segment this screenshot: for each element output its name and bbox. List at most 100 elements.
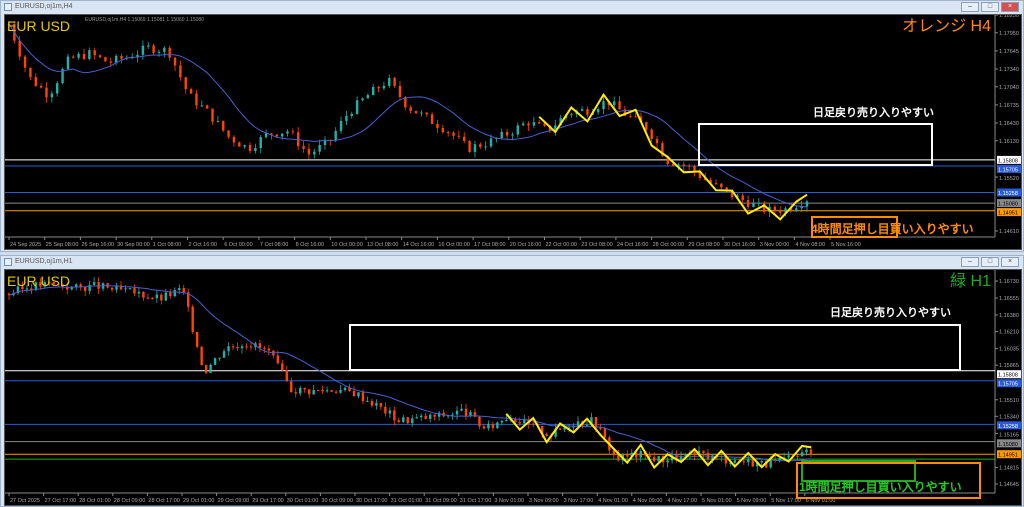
candle-body <box>657 456 660 462</box>
resistance-zone-box[interactable] <box>698 123 933 166</box>
candle-body <box>236 347 239 349</box>
candle-body <box>169 292 172 297</box>
candle-body <box>545 433 548 436</box>
window-titlebar[interactable]: EURUSD,oj1m,H1 – □ × <box>1 256 1023 268</box>
zigzag-line[interactable] <box>505 413 812 470</box>
time-tick-label: 27 Oct 2025 <box>10 498 40 504</box>
time-tick-label: 6 Nov 01:00 <box>806 498 836 504</box>
candle-body <box>433 414 436 417</box>
candle-body <box>155 294 159 299</box>
time-tick-label: 24 Sep 2025 <box>10 242 41 248</box>
minimize-button[interactable]: – <box>961 257 979 267</box>
time-tick-label: 30 Oct 09:00 <box>321 498 353 504</box>
candle-body <box>307 389 311 395</box>
price-tick-label: 1.15165 <box>999 432 1019 438</box>
candle-body <box>796 455 799 457</box>
candle-body <box>195 332 199 347</box>
candle-body <box>599 427 602 429</box>
candle-body <box>222 351 226 358</box>
candle-body <box>473 144 477 152</box>
candle-body <box>211 108 214 122</box>
support-zone-box-h1[interactable] <box>801 460 916 482</box>
candle-body <box>286 131 289 134</box>
candle-body <box>563 427 566 430</box>
candle-body <box>487 424 490 429</box>
level-price-tag <box>997 450 1021 459</box>
candle-body <box>428 414 432 419</box>
candle-body <box>302 146 305 149</box>
chart-window-h1: EURUSD,oj1m,H1 – □ × 1.16730 1.16555 1.16380… <box>0 255 1024 507</box>
candle-body <box>120 55 123 59</box>
candle-body <box>473 412 477 417</box>
candle-body <box>724 457 728 464</box>
time-tick-label: 31 Oct 09:00 <box>425 498 457 504</box>
maximize-button[interactable]: □ <box>981 2 999 12</box>
candle-body <box>693 166 696 173</box>
candle-body <box>92 282 96 285</box>
candle-body <box>747 459 750 463</box>
candle-body <box>482 426 486 429</box>
candle-body <box>420 415 423 418</box>
candle-body <box>93 50 96 56</box>
candle-body <box>350 113 353 117</box>
candle-body <box>70 286 73 290</box>
time-tick-label: 1 Oct 08:00 <box>153 242 181 248</box>
candle-body <box>339 121 343 131</box>
maximize-button[interactable]: □ <box>981 257 999 267</box>
candle-body <box>516 125 519 135</box>
level-price-text: 1.15705 <box>998 382 1018 388</box>
candle-body <box>79 284 82 287</box>
candle-body <box>655 138 659 144</box>
minimize-button[interactable]: – <box>961 2 979 12</box>
candle-body <box>714 183 718 185</box>
level-price-text: 1.15258 <box>998 191 1018 197</box>
candle-body <box>30 288 33 291</box>
time-tick-label: 31 Oct 17:00 <box>460 498 492 504</box>
candle-body <box>397 420 400 422</box>
chart-window-h4: EURUSD,oj1m,H4 – □ × 1.18250 1.17950 1.17645… <box>0 0 1024 252</box>
candle-body <box>366 400 369 402</box>
candle-body <box>677 164 680 166</box>
candle-body <box>29 67 32 78</box>
candle-body <box>511 134 514 136</box>
candle-body <box>576 421 580 427</box>
candle-body <box>16 286 20 294</box>
candle-body <box>411 418 414 424</box>
support-zone-box-h4[interactable] <box>796 462 981 499</box>
price-chart-h4[interactable]: 1.18250 1.17950 1.17645 1.17340 1.17040 1.167… <box>4 14 1022 250</box>
candle-body <box>39 85 43 88</box>
candle-body <box>623 109 627 116</box>
candle-body <box>567 427 571 429</box>
close-button[interactable]: × <box>1001 2 1019 12</box>
window-title: EURUSD,oj1m,H4 <box>15 3 73 10</box>
candle-body <box>258 343 262 348</box>
candle-body <box>639 451 642 458</box>
level-price-tag <box>997 164 1021 173</box>
candle-body <box>733 460 737 463</box>
ohlc-info: EURUSD,oj1m,H4 1.15069 1.15081 1.15060 1… <box>85 17 204 23</box>
candle-body <box>7 293 11 296</box>
price-tick-label: 1.14645 <box>999 482 1019 488</box>
zigzag-line[interactable] <box>538 92 808 221</box>
candle-body <box>238 142 241 147</box>
candle-body <box>393 78 396 86</box>
resistance-zone-box[interactable] <box>349 324 961 371</box>
candle-body <box>612 450 616 456</box>
candle-body <box>48 281 51 283</box>
candle-body <box>388 78 391 86</box>
candle-body <box>200 346 203 366</box>
close-button[interactable]: × <box>1001 257 1019 267</box>
support-zone-box[interactable] <box>811 216 898 238</box>
resistance-label: 日足戻り売り入りやすい <box>813 107 934 119</box>
window-titlebar[interactable]: EURUSD,oj1m,H4 – □ × <box>1 1 1023 13</box>
price-chart-h1[interactable]: 1.16730 1.16555 1.16380 1.16210 1.16035 1.158… <box>4 269 1022 506</box>
candle-body <box>527 123 530 126</box>
candle-body <box>702 450 705 453</box>
candle-body <box>43 281 47 287</box>
candle-body <box>345 116 348 122</box>
candle-body <box>762 202 766 213</box>
candle-body <box>179 65 182 78</box>
candle-body <box>34 282 38 291</box>
candle-body <box>612 101 616 106</box>
candle-body <box>209 364 212 373</box>
